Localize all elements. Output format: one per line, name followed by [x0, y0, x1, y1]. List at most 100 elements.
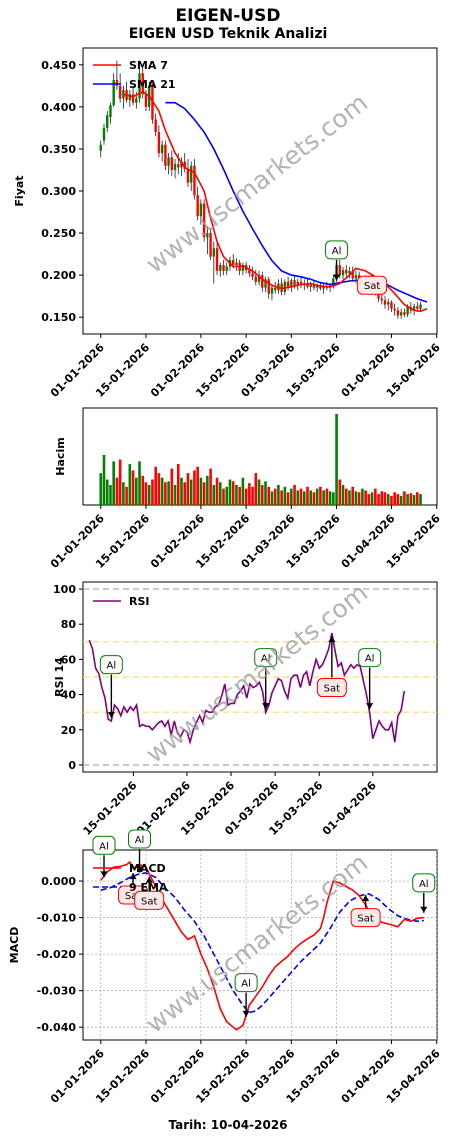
- macd-annotation-label: Sat: [125, 891, 141, 902]
- volume-bar: [412, 494, 416, 505]
- macd-annotation-box: [234, 973, 258, 993]
- price-legend-label: SMA 21: [129, 78, 176, 91]
- price-ytick-label: 0.150: [41, 311, 76, 324]
- macd-annotation-box: [412, 873, 436, 893]
- candle-body: [160, 144, 164, 154]
- volume-bar: [231, 481, 235, 505]
- volume-bar: [222, 488, 225, 505]
- volume-bar: [199, 477, 203, 505]
- candle-body: [241, 265, 245, 271]
- candle-body: [267, 279, 270, 294]
- volume-bar: [254, 473, 258, 505]
- price-ytick-label: 0.450: [41, 59, 76, 72]
- candle-body: [222, 265, 225, 271]
- price-annotation-box: [357, 275, 388, 295]
- volume-bar: [386, 494, 390, 505]
- candle-body: [170, 157, 174, 170]
- volume-bar: [134, 477, 138, 505]
- candle-body: [341, 270, 345, 276]
- macd-annotation-box: [92, 835, 116, 855]
- volume-bar: [409, 493, 413, 505]
- volume-bar: [416, 492, 419, 505]
- macd-annotation-label: Al: [241, 979, 251, 990]
- price-ylabel: Fiyat: [13, 175, 26, 206]
- volume-bar: [380, 491, 384, 505]
- candle-body: [106, 115, 109, 128]
- price-ytick-label: 0.300: [41, 185, 76, 198]
- volume-bar: [264, 481, 267, 505]
- volume-bar: [344, 488, 348, 505]
- macd-annotation-arrowhead: [362, 895, 370, 902]
- rsi-annotation-box: [316, 678, 347, 698]
- volume-bar: [193, 470, 196, 505]
- macd-annotation-label: Al: [135, 835, 145, 846]
- volume-bar: [383, 492, 387, 505]
- volume-bar: [170, 468, 174, 505]
- candle-body: [283, 281, 287, 292]
- volume-bar: [238, 486, 241, 505]
- macd-panel-frame: [82, 849, 438, 1041]
- ema9-line: [100, 872, 424, 1014]
- rsi-annotation-arrowhead: [262, 703, 270, 710]
- candle-body: [144, 94, 148, 107]
- candle-body: [286, 281, 290, 287]
- volume-bar: [248, 483, 251, 505]
- volume-bar: [364, 490, 367, 505]
- candle-body: [186, 169, 190, 183]
- candle-body: [209, 233, 212, 257]
- rsi-ylabel: RSI 14: [53, 657, 66, 697]
- volume-bar: [399, 495, 403, 505]
- candle-body: [312, 284, 316, 288]
- macd-legend-label: 9 EMA: [129, 881, 168, 894]
- candle-body: [219, 265, 222, 271]
- volume-bar: [328, 491, 332, 505]
- volume-bar: [147, 484, 151, 505]
- candle-body: [102, 127, 106, 141]
- candle-body: [251, 273, 254, 277]
- candle-body: [412, 306, 416, 311]
- candle-body: [199, 203, 203, 217]
- candle-body: [290, 280, 293, 287]
- volume-bar: [218, 482, 222, 505]
- volume-bar: [141, 475, 145, 505]
- candle-body: [332, 278, 335, 286]
- volume-bar: [299, 488, 303, 505]
- volume-bar: [99, 473, 103, 505]
- volume-bar: [286, 492, 290, 505]
- volume-bar: [348, 490, 351, 505]
- volume-bar: [309, 490, 313, 505]
- macd-ytick-label: 0.000: [41, 875, 76, 888]
- candle-body: [118, 85, 122, 99]
- candle-body: [183, 161, 186, 170]
- macd-ytick-label: -0.020: [37, 948, 77, 961]
- rsi-annotation-label: Al: [107, 661, 117, 672]
- macd-ytick-label: -0.040: [37, 1021, 77, 1034]
- candle-body: [393, 308, 396, 311]
- volume-bar: [131, 470, 135, 505]
- candle-body: [115, 79, 119, 86]
- candle-body: [235, 262, 238, 266]
- volume-bar: [235, 484, 238, 505]
- candle-body: [167, 157, 170, 166]
- volume-bar: [212, 484, 216, 505]
- rsi-annotation-label: Sat: [324, 684, 340, 695]
- volume-bar: [270, 491, 274, 505]
- volume-bar: [176, 464, 180, 505]
- rsi-xtick-label: 01-04-2026: [320, 779, 379, 838]
- candle-body: [151, 85, 154, 120]
- price-ytick-label: 0.350: [41, 143, 76, 156]
- rsi-ytick-label: 80: [61, 618, 77, 631]
- sma21-line: [165, 101, 428, 303]
- candle-body: [296, 281, 299, 286]
- candle-body: [154, 119, 157, 133]
- rsi-ytick-label: 60: [61, 653, 77, 666]
- candle-body: [354, 275, 358, 279]
- volume-bar: [138, 461, 141, 505]
- candle-body: [212, 248, 216, 257]
- rsi-line: [88, 632, 406, 746]
- macd-legend-label: MACD: [129, 862, 166, 875]
- rsi-legend-label: RSI: [129, 595, 150, 608]
- candle-body: [306, 283, 309, 287]
- macd-annotation-arrowhead: [129, 873, 137, 880]
- macd-annotation-label: Al: [419, 879, 429, 890]
